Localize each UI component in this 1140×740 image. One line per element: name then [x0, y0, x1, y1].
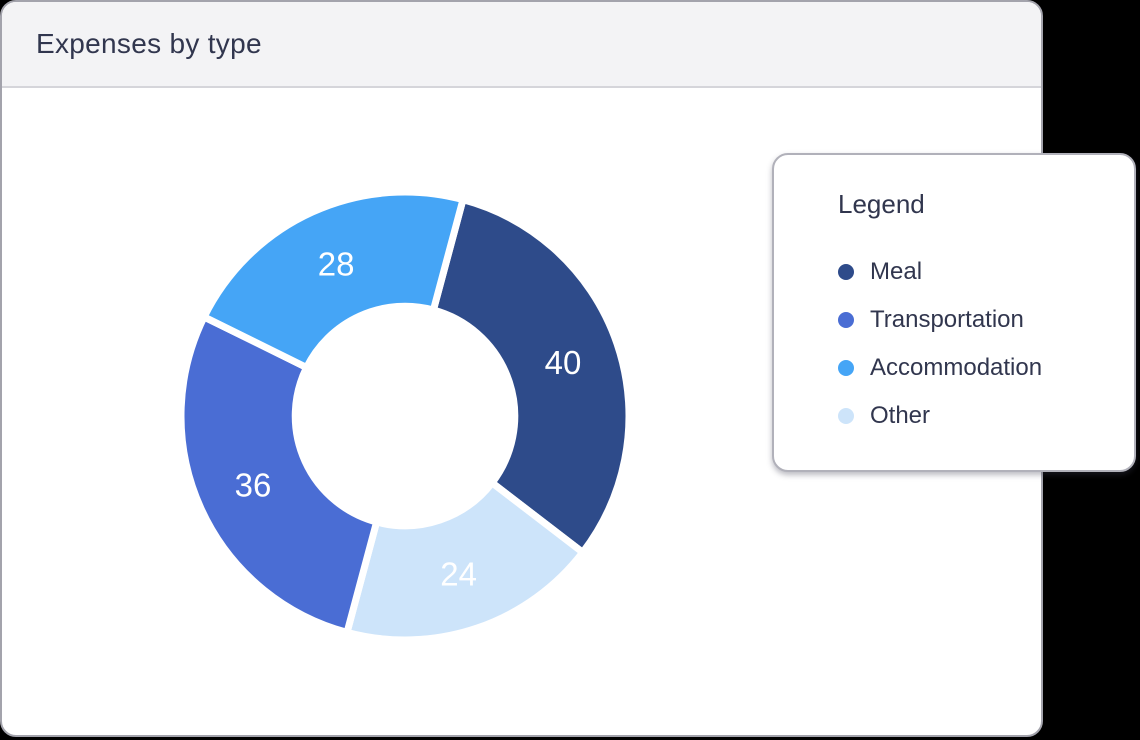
legend-list: Meal Transportation Accommodation Other: [838, 248, 1118, 440]
legend-item-label: Meal: [870, 258, 923, 285]
slice-value-label: 40: [545, 344, 582, 381]
legend-item-label: Transportation: [870, 306, 1024, 333]
legend-item-label: Other: [870, 402, 931, 429]
legend-item-transportation[interactable]: Transportation: [838, 296, 1118, 344]
page-title: Expenses by type: [36, 28, 262, 59]
legend-title: Legend: [838, 189, 925, 219]
card-header: Expenses by type: [2, 2, 1041, 88]
legend-item-other[interactable]: Other: [838, 392, 1118, 440]
slice-value-label: 24: [440, 556, 477, 593]
legend-item-meal[interactable]: Meal: [838, 248, 1118, 296]
legend-dot: [838, 408, 854, 424]
legend-dot: [838, 360, 854, 376]
donut-chart: 40 24 36 28: [177, 188, 633, 644]
legend-item-label: Accommodation: [870, 354, 1043, 381]
slice-value-label: 36: [235, 466, 272, 503]
donut-slice-other[interactable]: [343, 479, 587, 644]
donut-slice-meal[interactable]: [429, 196, 633, 556]
legend-item-accommodation[interactable]: Accommodation: [838, 344, 1118, 392]
donut-slice-accommodation[interactable]: [200, 188, 467, 371]
legend-dot: [838, 264, 854, 280]
legend-card: Legend Meal Transportation Accommodation Ot…: [772, 153, 1136, 472]
legend-dot: [838, 312, 854, 328]
donut-slice-transportation[interactable]: [177, 313, 381, 636]
slice-value-label: 28: [318, 245, 355, 282]
